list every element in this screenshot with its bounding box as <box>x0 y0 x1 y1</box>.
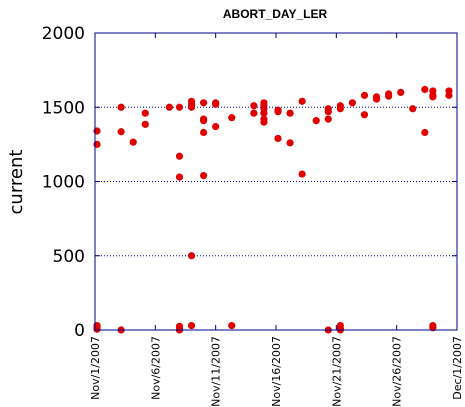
x-tick-label: Nov/26/2007 <box>391 336 404 407</box>
x-axis-ticks: Nov/1/2007 Nov/6/2007 Nov/11/2007 Nov/16/20… <box>89 33 464 407</box>
plot-frame <box>94 32 458 331</box>
y-tick-label: 0 <box>74 321 85 341</box>
data-point <box>274 108 282 116</box>
data-point <box>385 92 393 100</box>
data-point <box>445 91 453 99</box>
data-point <box>228 321 236 330</box>
data-point <box>274 134 282 143</box>
data-point <box>397 88 405 96</box>
data-point <box>312 117 320 125</box>
data-point <box>336 105 344 113</box>
x-tick-label: Nov/1/2007 <box>89 336 102 400</box>
data-point <box>324 108 332 116</box>
data-point <box>187 321 196 330</box>
data-point <box>212 122 220 131</box>
data-point <box>117 128 125 136</box>
data-point <box>200 171 208 180</box>
x-tick-label: Nov/6/2007 <box>149 336 162 400</box>
x-tick-label: Nov/11/2007 <box>210 336 223 407</box>
data-point <box>324 115 332 123</box>
data-point <box>260 109 268 117</box>
data-point <box>165 103 174 111</box>
data-point <box>212 100 220 108</box>
data-point <box>360 91 369 99</box>
data-point <box>421 128 429 137</box>
y-tick-label: 1000 <box>42 173 85 193</box>
data-point <box>260 118 268 126</box>
x-tick-label: Dec/1/2007 <box>451 336 464 400</box>
data-point <box>93 127 101 135</box>
data-point <box>200 99 208 107</box>
data-point <box>141 120 149 128</box>
data-point <box>175 152 184 160</box>
data-point <box>421 85 429 94</box>
data-point <box>117 103 125 111</box>
chart-title: ABORT_DAY_LER <box>223 7 328 21</box>
y-tick-label: 1500 <box>42 98 85 118</box>
data-point <box>348 99 357 107</box>
data-point <box>250 102 258 110</box>
x-tick-label: Nov/16/2007 <box>270 336 283 407</box>
data-point <box>429 93 437 101</box>
data-point <box>228 114 236 122</box>
data-point <box>360 111 369 119</box>
data-point <box>298 170 306 178</box>
y-tick-label: 2000 <box>42 24 85 44</box>
data-point <box>200 128 208 137</box>
data-point <box>129 138 137 146</box>
data-point <box>187 252 196 260</box>
data-point <box>175 173 184 181</box>
data-point <box>372 95 381 103</box>
data-point <box>93 325 101 333</box>
gridlines <box>95 106 457 257</box>
x-tick-label: Nov/21/2007 <box>330 336 343 407</box>
data-point <box>250 109 258 117</box>
data-point <box>298 97 306 105</box>
y-axis-label: current <box>6 150 27 215</box>
data-point <box>200 117 208 125</box>
data-point <box>175 103 184 111</box>
data-point <box>93 140 101 148</box>
y-tick-label: 500 <box>53 247 85 267</box>
data-point <box>141 109 149 117</box>
data-point <box>187 103 196 111</box>
data-point <box>286 109 294 117</box>
y-axis-ticks: 0 500 1000 1500 2000 <box>42 24 457 341</box>
data-points <box>93 85 453 334</box>
data-point <box>286 139 294 147</box>
data-point <box>409 105 417 113</box>
